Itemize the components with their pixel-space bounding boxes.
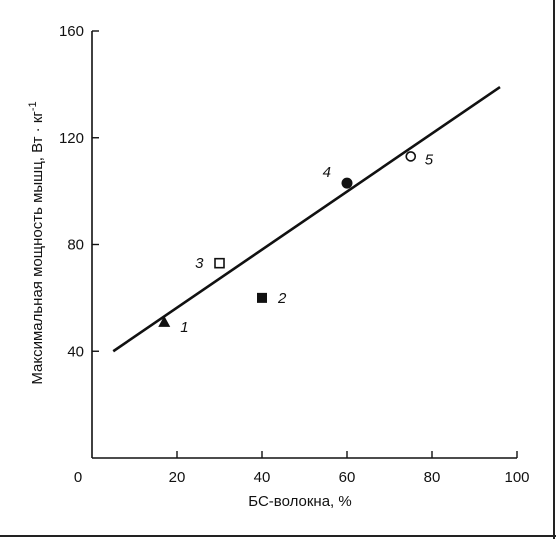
data-point-5 bbox=[405, 151, 417, 162]
frame-bottom-border bbox=[0, 535, 556, 537]
data-point-label: 4 bbox=[323, 164, 331, 181]
data-point-label: 2 bbox=[277, 290, 287, 307]
data-points: 1 2 3 4 5 bbox=[158, 151, 434, 336]
data-point-label: 3 bbox=[195, 255, 204, 272]
y-tick-label: 160 bbox=[59, 23, 84, 40]
y-tick-label: 120 bbox=[59, 130, 84, 147]
y-axis-label-superscript: -1 bbox=[27, 101, 39, 111]
axes bbox=[91, 31, 517, 459]
y-axis-label: Максимальная мощность мышц, Вт · кг-1 bbox=[27, 101, 46, 384]
x-tick-label: 20 bbox=[169, 469, 186, 486]
x-tick-label: 0 bbox=[74, 469, 82, 486]
x-tick-label: 40 bbox=[254, 469, 271, 486]
data-point-label: 1 bbox=[180, 319, 188, 336]
y-ticks: 40 80 120 160 bbox=[59, 23, 99, 360]
x-axis-label: БС-волокна, % bbox=[248, 493, 351, 510]
frame-right-border bbox=[553, 0, 555, 539]
x-ticks: 0 20 40 60 80 100 bbox=[74, 451, 530, 486]
y-axis-label-text: Максимальная мощность мышц, Вт · кг bbox=[29, 111, 46, 385]
y-tick-label: 80 bbox=[67, 237, 84, 254]
data-point-3 bbox=[214, 257, 225, 269]
regression-line-group bbox=[112, 85, 501, 353]
x-tick-label: 60 bbox=[339, 469, 356, 486]
x-tick-label: 80 bbox=[424, 469, 441, 486]
y-tick-label: 40 bbox=[67, 343, 84, 360]
x-tick-label: 100 bbox=[504, 469, 529, 486]
data-point-4 bbox=[341, 177, 353, 189]
regression-line bbox=[112, 85, 501, 353]
data-point-label: 5 bbox=[425, 151, 434, 168]
data-point-1 bbox=[158, 315, 171, 327]
data-point-2 bbox=[257, 292, 267, 303]
